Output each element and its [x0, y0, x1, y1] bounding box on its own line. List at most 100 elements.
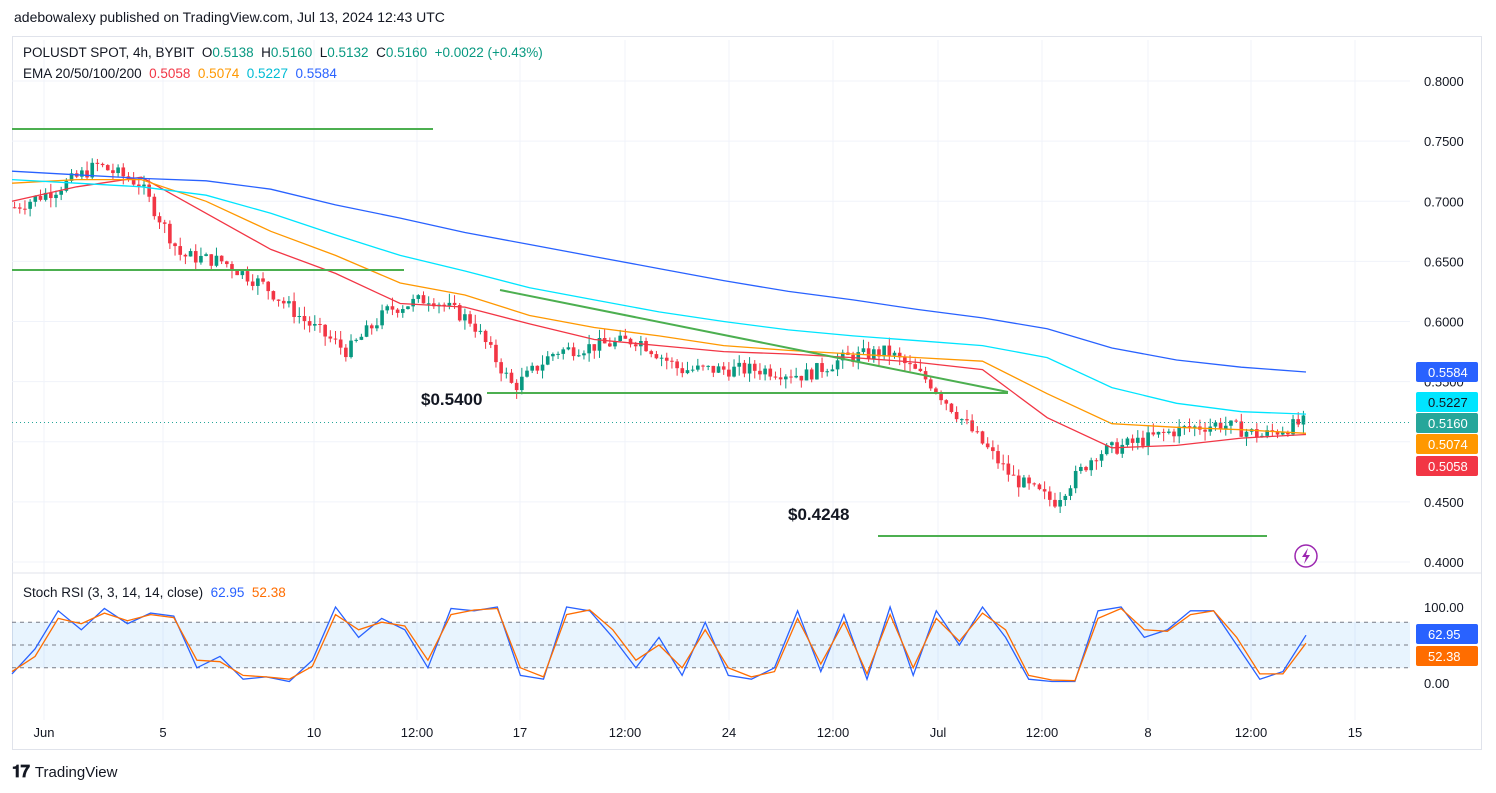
- candle-body: [856, 352, 861, 362]
- ema100-value: 0.5227: [246, 66, 289, 81]
- candle-body: [742, 362, 747, 374]
- candle-body: [675, 361, 679, 369]
- candle-body: [654, 354, 659, 359]
- candle-body: [478, 330, 483, 332]
- descending-trendline: [499, 289, 1009, 393]
- open-value: 0.5138: [212, 45, 254, 60]
- candle-body: [892, 352, 897, 356]
- lightning-icon[interactable]: [1294, 544, 1318, 568]
- candle-body: [1073, 470, 1078, 489]
- tradingview-wordmark: TradingView: [34, 763, 118, 781]
- candle-body: [1218, 422, 1223, 429]
- candle-body: [649, 351, 654, 355]
- price-badge: [1416, 413, 1478, 433]
- stoch-title[interactable]: Stoch RSI (3, 3, 14, 14, close): [23, 585, 204, 600]
- trend-drawings[interactable]: [12, 128, 1410, 537]
- candle-body: [820, 363, 824, 372]
- tradingview-footer[interactable]: 𝟏𝟕 TradingView: [12, 762, 117, 782]
- ema20-line: [11, 176, 1307, 449]
- candle-body: [307, 321, 312, 326]
- candle-body: [188, 251, 193, 257]
- price-axis[interactable]: 0.80000.75000.70000.65000.60000.55000.50…: [1416, 74, 1478, 691]
- candle-body: [400, 309, 405, 313]
- time-tick-label: 17: [513, 725, 527, 740]
- candle-body: [297, 316, 302, 318]
- candle-body: [1161, 431, 1166, 433]
- candle-body: [395, 309, 400, 313]
- candle-body: [566, 347, 571, 350]
- candle-body: [758, 370, 762, 375]
- candle-body: [416, 295, 421, 299]
- candle-body: [447, 302, 452, 306]
- candle-body: [426, 303, 431, 305]
- candle-body: [1135, 437, 1140, 443]
- candle-body: [266, 281, 271, 292]
- candle-body: [261, 278, 265, 282]
- candle-body: [752, 363, 757, 371]
- price-tick-label: 0.7000: [1424, 194, 1464, 209]
- candle-body: [1079, 466, 1083, 471]
- stoch-d-value: 52.38: [251, 585, 286, 600]
- stoch-tick-label: 0.00: [1424, 676, 1449, 691]
- candle-body: [716, 366, 721, 373]
- candle-body: [116, 167, 120, 174]
- candle-body: [199, 255, 203, 263]
- candle-body: [959, 419, 964, 421]
- low-label: L: [319, 45, 328, 60]
- close-value: 0.5160: [385, 45, 428, 60]
- candle-body: [1016, 475, 1021, 488]
- candle-body: [721, 366, 726, 370]
- candle-body: [608, 343, 612, 347]
- stoch-badge: [1416, 646, 1478, 666]
- candle-body: [520, 376, 524, 391]
- stoch-tick-label: 100.00: [1424, 600, 1464, 615]
- candle-body: [80, 170, 84, 177]
- chart-panel[interactable]: [12, 36, 1482, 750]
- candle-body: [473, 323, 478, 332]
- candle-body: [1053, 499, 1057, 507]
- price-badge: [1416, 434, 1478, 454]
- symbol-title[interactable]: POLUSDT SPOT, 4h, BYBIT: [23, 45, 195, 60]
- candle-body: [442, 304, 447, 306]
- publish-attribution: adebowalexy published on TradingView.com…: [14, 9, 445, 25]
- candle-body: [530, 365, 534, 371]
- candle-body: [250, 281, 255, 286]
- candle-body: [644, 340, 648, 352]
- price-badge-label: 0.5074: [1428, 437, 1468, 452]
- time-tick-label: 8: [1144, 725, 1151, 740]
- candle-body: [1151, 432, 1156, 435]
- candle-body: [866, 348, 871, 359]
- candle-body: [359, 336, 364, 340]
- support-label-04248: $0.4248: [788, 505, 849, 524]
- candle-body: [1187, 426, 1192, 429]
- candle-body: [95, 162, 100, 164]
- candle-body: [944, 400, 949, 404]
- candle-body: [871, 349, 876, 359]
- candle-body: [1296, 419, 1301, 425]
- candle-body: [556, 353, 560, 355]
- candle-body: [727, 369, 731, 377]
- candle-body: [561, 349, 566, 354]
- candle-body: [628, 338, 633, 345]
- candle-body: [1047, 491, 1052, 500]
- ema-legend: EMA 20/50/100/200 0.5058 0.5074 0.5227 0…: [23, 66, 337, 81]
- candle-body: [1291, 419, 1295, 435]
- candle-body: [1058, 500, 1062, 507]
- candle-body: [535, 365, 540, 371]
- candle-body: [230, 264, 234, 271]
- candle-body: [696, 365, 700, 370]
- candle-body: [1229, 420, 1233, 426]
- close-label: C: [376, 45, 386, 60]
- candle-body: [499, 362, 503, 374]
- candle-body: [302, 316, 307, 322]
- candle-body: [778, 377, 783, 380]
- candle-body: [328, 336, 333, 339]
- ema50-line: [11, 178, 1307, 434]
- price-badge: [1416, 456, 1478, 476]
- candle-body: [209, 254, 214, 266]
- candle-body: [364, 325, 369, 337]
- ema-title[interactable]: EMA 20/50/100/200: [23, 66, 142, 81]
- time-axis[interactable]: Jun 5 10 12:00 17 12:00 24 12:00 Jul 12:00 8 12:00 1…: [34, 725, 1363, 740]
- candle-body: [105, 165, 110, 171]
